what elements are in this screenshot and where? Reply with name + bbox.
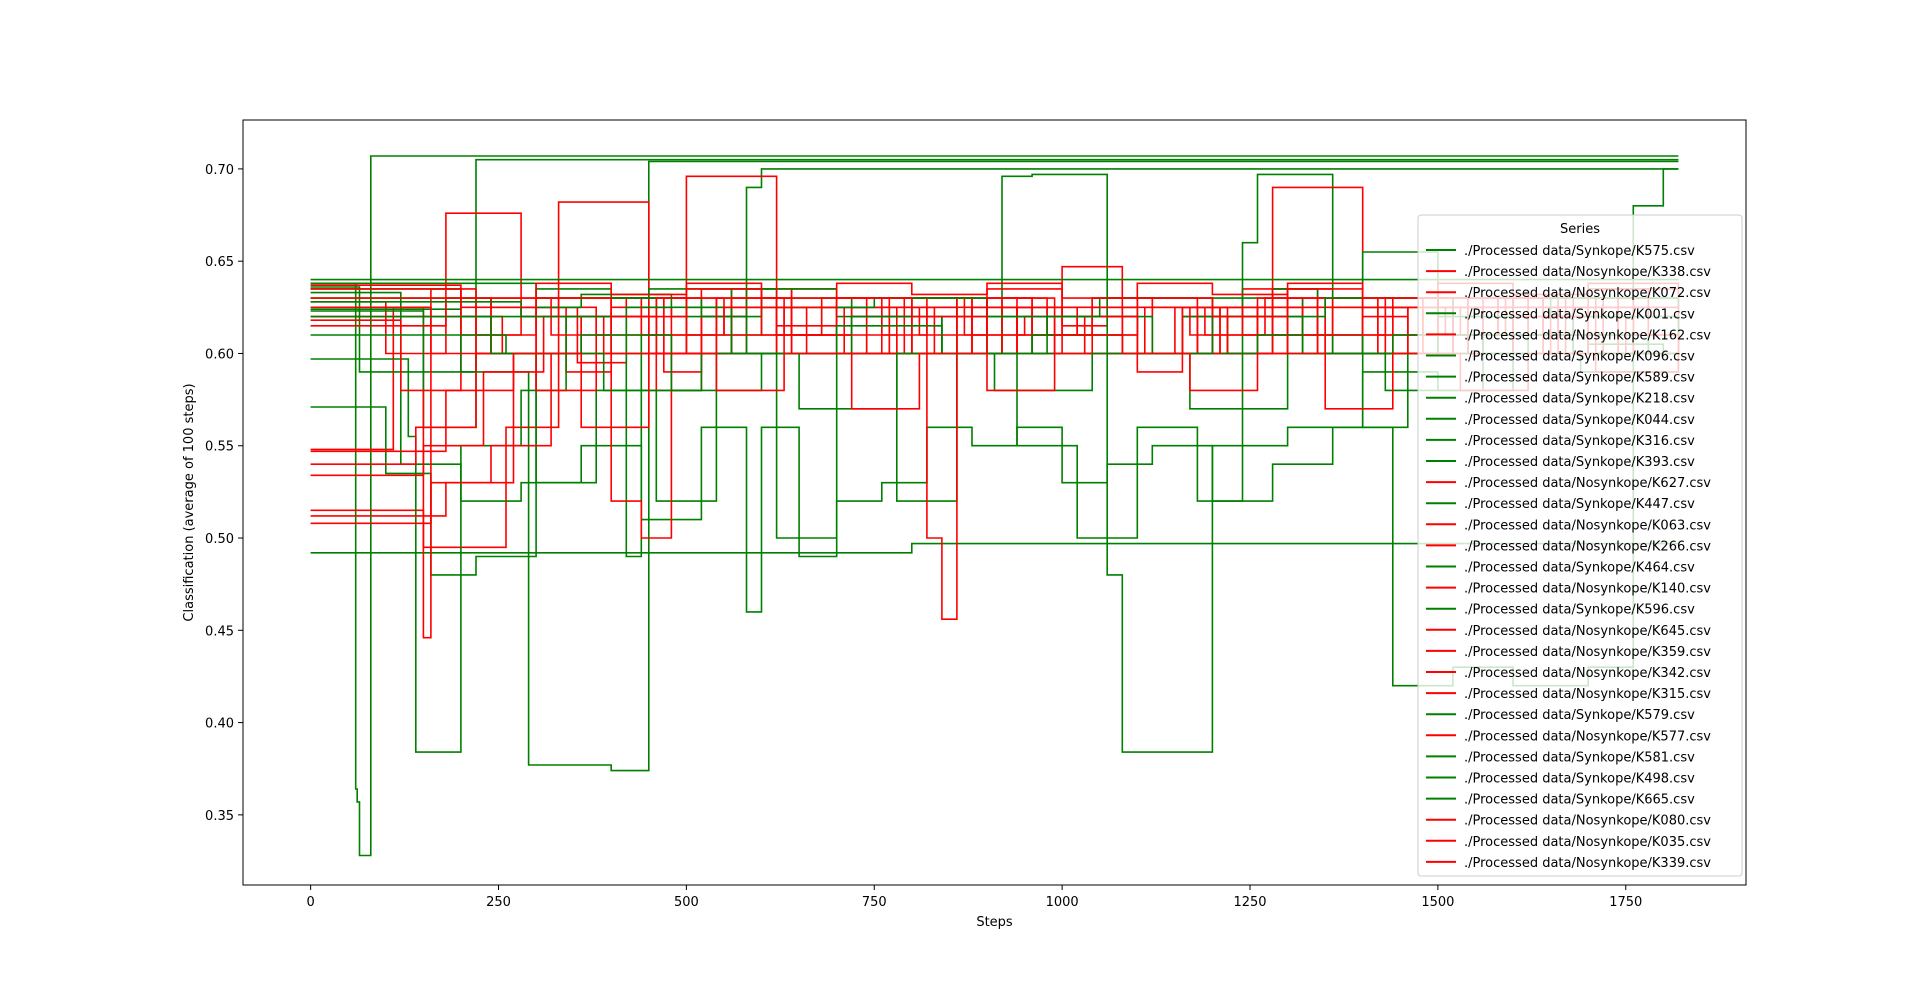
legend-entry-label: ./Processed data/Synkope/K575.csv <box>1464 244 1695 259</box>
y-tick-label: 0.65 <box>205 255 234 270</box>
x-tick-label: 500 <box>674 895 699 910</box>
legend-entry-label: ./Processed data/Synkope/K665.csv <box>1464 793 1695 808</box>
legend-entry-label: ./Processed data/Nosynkope/K577.csv <box>1464 729 1711 744</box>
legend-entry-label: ./Processed data/Nosynkope/K339.csv <box>1464 856 1711 871</box>
legend-entry-label: ./Processed data/Synkope/K096.csv <box>1464 350 1695 365</box>
legend-entry-label: ./Processed data/Synkope/K447.csv <box>1464 497 1695 512</box>
y-tick-label: 0.45 <box>205 624 234 639</box>
series-line-0 <box>310 155 1679 857</box>
legend-entry-label: ./Processed data/Synkope/K044.csv <box>1464 413 1695 428</box>
legend-entry-label: ./Processed data/Nosynkope/K342.csv <box>1464 666 1711 681</box>
y-tick-label: 0.55 <box>205 440 234 455</box>
y-axis-label: Classification (average of 100 steps) <box>182 383 197 621</box>
legend-entry-label: ./Processed data/Synkope/K316.csv <box>1464 434 1695 449</box>
legend-entry-label: ./Processed data/Synkope/K581.csv <box>1464 750 1695 765</box>
y-tick-label: 0.40 <box>205 717 234 732</box>
legend-entry-label: ./Processed data/Nosynkope/K063.csv <box>1464 518 1711 533</box>
legend-entry-label: ./Processed data/Synkope/K393.csv <box>1464 455 1695 470</box>
x-tick-label: 1750 <box>1609 895 1642 910</box>
legend-entry-label: ./Processed data/Nosynkope/K359.csv <box>1464 645 1711 660</box>
y-tick-label: 0.35 <box>205 809 234 824</box>
legend-entry-label: ./Processed data/Nosynkope/K266.csv <box>1464 539 1711 554</box>
series-line-3 <box>310 158 1679 373</box>
y-tick-label: 0.70 <box>205 163 234 178</box>
x-tick-label: 1500 <box>1421 895 1454 910</box>
legend-entry-label: ./Processed data/Nosynkope/K627.csv <box>1464 476 1711 491</box>
legend-title: Series <box>1560 222 1600 237</box>
x-tick-label: 250 <box>486 895 511 910</box>
y-axis-ticks: 0.35 0.40 0.45 0.50 0.55 0.60 0.65 0.70 <box>205 163 243 824</box>
y-tick-label: 0.60 <box>205 347 234 362</box>
plot-frame <box>242 119 1747 886</box>
legend-entry-label: ./Processed data/Nosynkope/K315.csv <box>1464 687 1711 702</box>
legend-entry-label: ./Processed data/Synkope/K498.csv <box>1464 772 1695 787</box>
legend-entry-label: ./Processed data/Synkope/K589.csv <box>1464 371 1695 386</box>
legend-entries: ./Processed data/Synkope/K575.csv ./Proce… <box>1426 244 1711 871</box>
legend-entry-label: ./Processed data/Synkope/K218.csv <box>1464 392 1695 407</box>
legend-entry-label: ./Processed data/Nosynkope/K072.csv <box>1464 286 1711 301</box>
y-tick-label: 0.50 <box>205 532 234 547</box>
legend-entry-label: ./Processed data/Nosynkope/K338.csv <box>1464 265 1711 280</box>
legend-entry-label: ./Processed data/Synkope/K464.csv <box>1464 561 1695 576</box>
legend-entry-label: ./Processed data/Nosynkope/K035.csv <box>1464 835 1711 850</box>
legend-entry-label: ./Processed data/Nosynkope/K080.csv <box>1464 814 1711 829</box>
legend-entry-label: ./Processed data/Nosynkope/K162.csv <box>1464 328 1711 343</box>
series-line-5 <box>310 160 1679 772</box>
x-axis-label: Steps <box>976 915 1013 930</box>
legend-entry-label: ./Processed data/Synkope/K001.csv <box>1464 307 1695 322</box>
legend: Series ./Processed data/Synkope/K575.csv… <box>1417 214 1743 877</box>
legend-entry-label: ./Processed data/Synkope/K579.csv <box>1464 708 1695 723</box>
x-tick-label: 1250 <box>1233 895 1266 910</box>
legend-box <box>1417 214 1743 877</box>
legend-entry-label: ./Processed data/Synkope/K596.csv <box>1464 603 1695 618</box>
x-tick-label: 750 <box>862 895 887 910</box>
legend-entry-label: ./Processed data/Nosynkope/K645.csv <box>1464 624 1711 639</box>
x-axis-ticks: 0 250 500 750 1000 1250 1500 1750 <box>306 885 1642 910</box>
x-tick-label: 1000 <box>1046 895 1079 910</box>
x-tick-label: 0 <box>306 895 314 910</box>
legend-entry-label: ./Processed data/Nosynkope/K140.csv <box>1464 582 1711 597</box>
